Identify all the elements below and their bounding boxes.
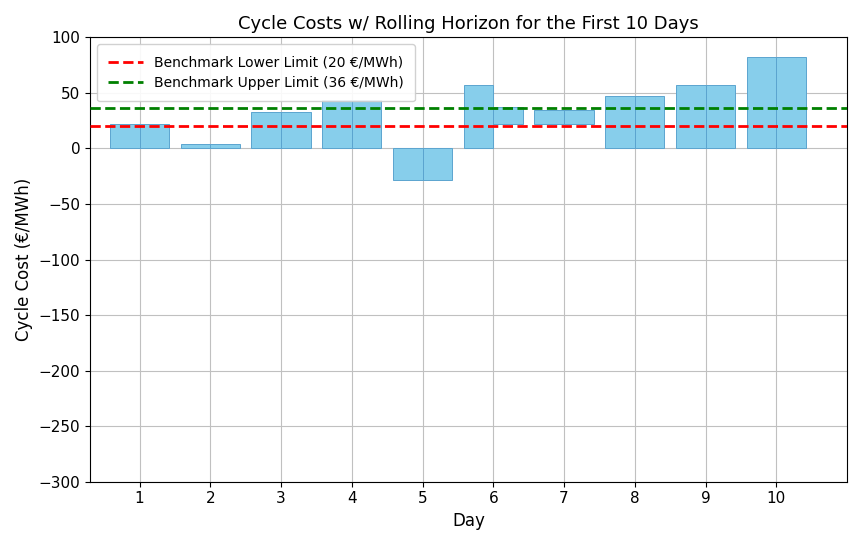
Bar bbox=[704, 85, 734, 148]
Legend: Benchmark Lower Limit (20 €/MWh), Benchmark Upper Limit (36 €/MWh): Benchmark Lower Limit (20 €/MWh), Benchm… bbox=[96, 44, 414, 101]
Benchmark Lower Limit (20 €/MWh) bbox=[134, 123, 145, 130]
Title: Cycle Costs w/ Rolling Horizon for the First 10 Days: Cycle Costs w/ Rolling Horizon for the F… bbox=[238, 15, 698, 33]
Benchmark Upper Limit (36 €/MWh) bbox=[134, 105, 145, 112]
Bar bbox=[634, 96, 664, 148]
Bar bbox=[281, 112, 311, 148]
Bar bbox=[180, 144, 210, 148]
Benchmark Lower Limit (20 €/MWh) bbox=[64, 123, 74, 130]
Bar bbox=[746, 57, 776, 148]
Bar bbox=[393, 148, 422, 179]
Bar bbox=[351, 100, 381, 148]
Bar bbox=[422, 148, 452, 179]
Bar bbox=[604, 96, 634, 148]
Y-axis label: Cycle Cost (€/MWh): Cycle Cost (€/MWh) bbox=[15, 178, 33, 341]
Bar bbox=[534, 110, 563, 124]
Bar bbox=[675, 85, 704, 148]
Bar bbox=[210, 144, 239, 148]
Bar bbox=[139, 124, 169, 148]
X-axis label: Day: Day bbox=[451, 512, 485, 530]
Bar bbox=[251, 112, 281, 148]
Bar bbox=[109, 124, 139, 148]
Bar bbox=[463, 85, 492, 148]
Bar bbox=[776, 57, 805, 148]
Bar bbox=[492, 107, 523, 124]
Bar bbox=[322, 100, 351, 148]
Benchmark Upper Limit (36 €/MWh) bbox=[64, 105, 74, 112]
Bar bbox=[563, 110, 593, 124]
